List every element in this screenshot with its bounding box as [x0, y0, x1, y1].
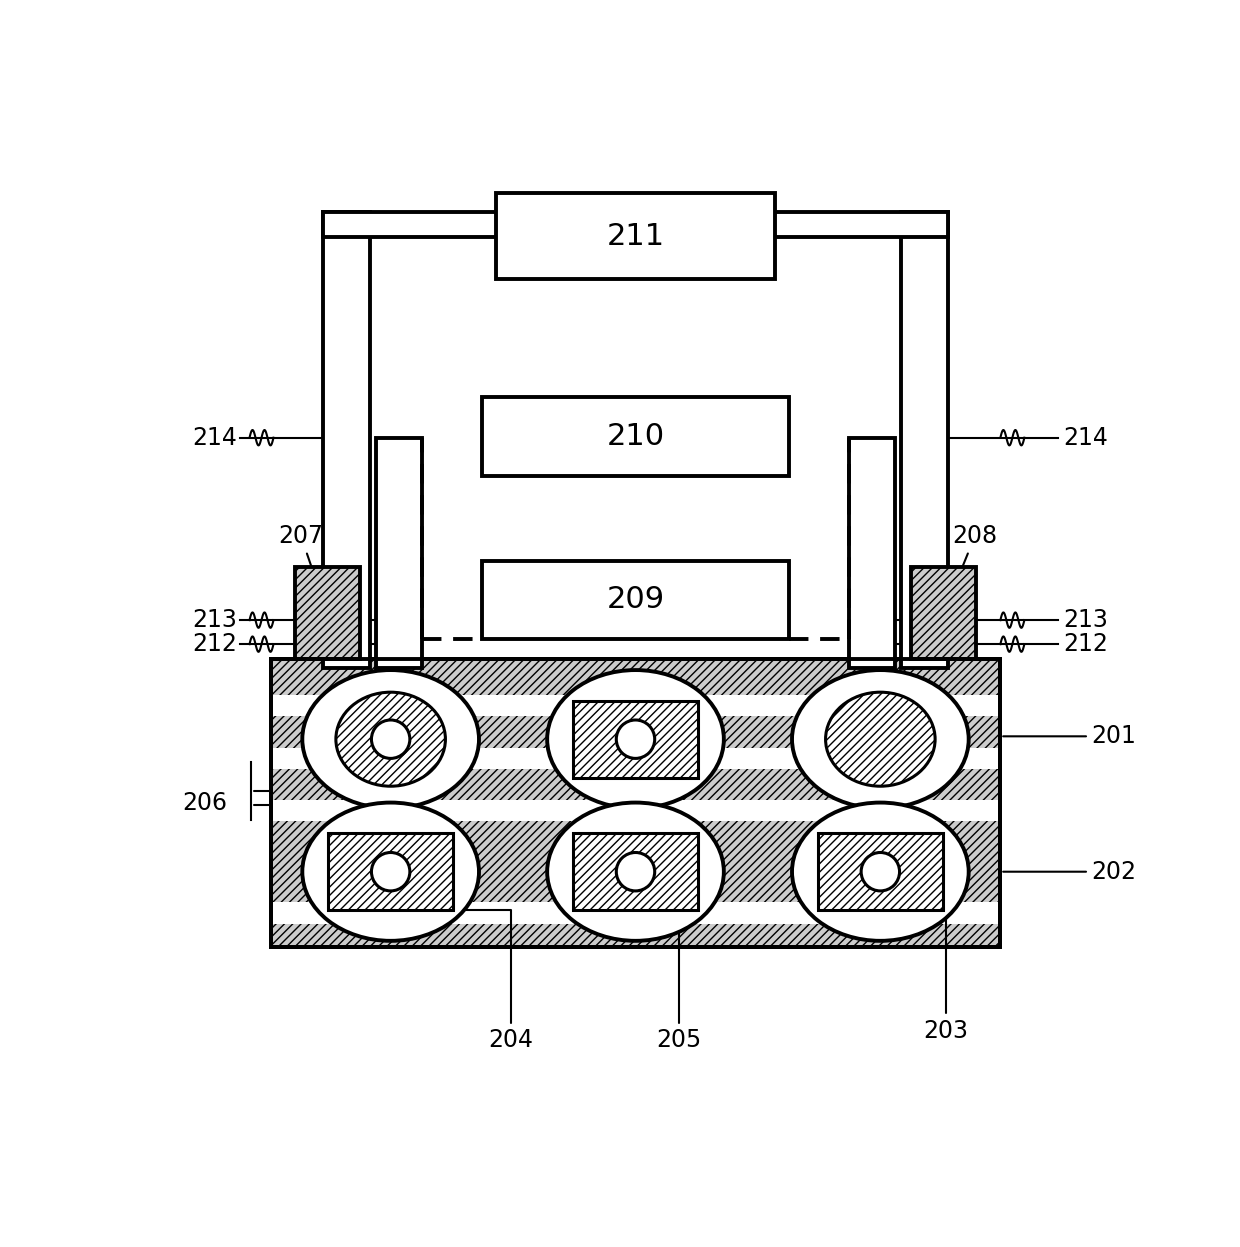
Bar	[573, 833, 698, 910]
Text: 213: 213	[1063, 609, 1107, 632]
Text: 205: 205	[629, 890, 702, 1052]
Text: 213: 213	[192, 609, 237, 632]
Ellipse shape	[303, 803, 479, 940]
Bar	[329, 833, 453, 910]
Bar	[273, 695, 998, 716]
Ellipse shape	[792, 670, 968, 808]
Ellipse shape	[547, 803, 724, 940]
Text: 201: 201	[1003, 725, 1137, 748]
Ellipse shape	[336, 692, 445, 786]
Bar	[270, 658, 1001, 946]
Circle shape	[861, 853, 899, 890]
Bar	[482, 561, 789, 640]
Circle shape	[372, 853, 410, 890]
Text: 212: 212	[1063, 632, 1107, 656]
Ellipse shape	[547, 670, 724, 808]
Bar	[376, 438, 423, 668]
Text: 202: 202	[1003, 859, 1137, 884]
Bar	[273, 748, 998, 769]
Text: 210: 210	[606, 423, 665, 451]
Text: 214: 214	[192, 425, 237, 450]
Bar	[270, 658, 1001, 946]
Bar	[324, 212, 947, 237]
Bar	[848, 438, 895, 668]
Circle shape	[616, 853, 655, 890]
Ellipse shape	[792, 803, 968, 940]
Text: 212: 212	[192, 632, 237, 656]
Bar	[273, 801, 998, 822]
Text: 203: 203	[893, 887, 968, 1042]
Text: 209: 209	[606, 586, 665, 615]
Bar	[273, 903, 998, 924]
Bar	[482, 398, 789, 476]
Bar	[573, 701, 698, 778]
Circle shape	[372, 720, 410, 758]
Bar	[496, 193, 775, 279]
Bar	[295, 567, 360, 658]
Ellipse shape	[303, 670, 479, 808]
Bar	[324, 212, 370, 668]
Text: 207: 207	[279, 524, 326, 610]
Text: 214: 214	[1063, 425, 1107, 450]
Text: 204: 204	[374, 910, 533, 1052]
Ellipse shape	[826, 692, 935, 786]
Circle shape	[616, 720, 655, 758]
Bar	[911, 567, 976, 658]
Bar	[901, 212, 947, 668]
Bar	[818, 833, 942, 910]
Text: 208: 208	[945, 524, 997, 610]
Text: 206: 206	[182, 791, 227, 814]
Text: 211: 211	[606, 222, 665, 251]
